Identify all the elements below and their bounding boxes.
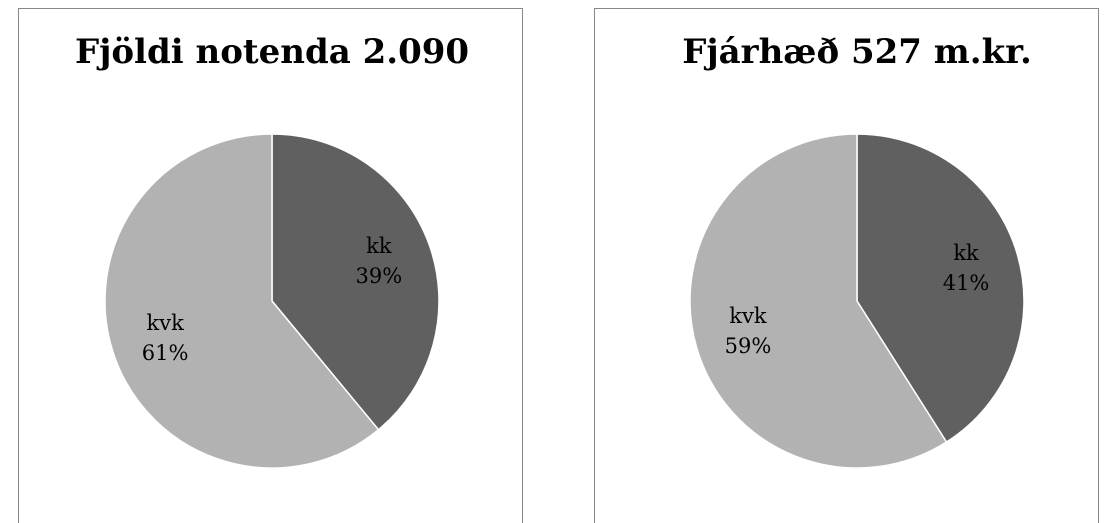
slice-category: kvk	[729, 304, 767, 328]
pie-slice	[856, 133, 1025, 444]
slice-value: 61%	[142, 341, 189, 365]
pie-slice	[271, 133, 440, 431]
chart-title: Fjöldi notenda 2.090	[75, 32, 469, 72]
chart-title: Fjárhæð 527 m.kr.	[682, 32, 1032, 72]
pie-slice	[689, 133, 948, 469]
slice-value: 59%	[725, 334, 772, 358]
slice-category: kk	[366, 234, 392, 258]
slice-category: kvk	[146, 311, 184, 335]
slice-value: 41%	[943, 271, 990, 295]
slice-value: 39%	[356, 264, 403, 288]
pie-slice	[104, 133, 380, 469]
slice-category: kk	[953, 241, 979, 265]
